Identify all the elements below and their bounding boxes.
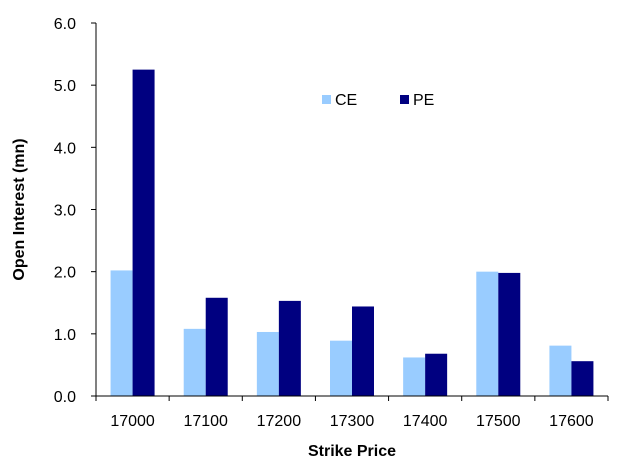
ticks-group: 17000 17100 17200 17300 17400 17500 17600 0.0 1.…: [54, 16, 594, 430]
y-tick-label: 0.0: [54, 389, 76, 406]
legend-label-ce: CE: [335, 92, 357, 109]
bar-pe-17600: [571, 361, 594, 396]
x-tick-label: 17600: [549, 413, 594, 430]
bar-pe-17000: [132, 69, 155, 396]
bar-pe-17100: [205, 297, 228, 396]
bar-pe-17300: [352, 306, 374, 396]
x-tick-label: 17000: [110, 413, 155, 430]
bar-ce-17300: [330, 340, 352, 396]
bar-pe-17400: [425, 353, 448, 396]
legend-label-pe: PE: [413, 92, 434, 109]
x-tick-label: 17400: [403, 413, 448, 430]
x-tick-label: 17200: [257, 413, 302, 430]
bar-ce-17500: [476, 271, 499, 396]
legend: CE PE: [322, 92, 434, 109]
y-tick-label: 5.0: [54, 78, 76, 95]
x-axis-title: Strike Price: [308, 443, 396, 460]
bar-ce-17100: [183, 328, 206, 396]
bar-ce-17400: [403, 357, 426, 396]
y-axis-title: Open Interest (mn): [11, 138, 28, 280]
bar-pe-17500: [498, 272, 521, 396]
y-tick-label: 1.0: [54, 327, 76, 344]
x-tick-label: 17100: [183, 413, 228, 430]
bar-ce-17600: [549, 345, 572, 396]
y-tick-label: 3.0: [54, 203, 76, 220]
y-tick-label: 2.0: [54, 265, 76, 282]
bar-pe-17200: [278, 300, 301, 396]
legend-swatch-ce: [322, 95, 331, 104]
bar-ce-17000: [110, 270, 133, 396]
x-tick-label: 17500: [476, 413, 521, 430]
y-tick-label: 4.0: [54, 140, 76, 157]
x-tick-label: 17300: [330, 413, 375, 430]
bars-group: [110, 69, 594, 396]
axes-group: [91, 22, 609, 401]
bar-ce-17200: [256, 331, 279, 396]
legend-swatch-pe: [400, 95, 409, 104]
y-tick-label: 6.0: [54, 16, 76, 33]
